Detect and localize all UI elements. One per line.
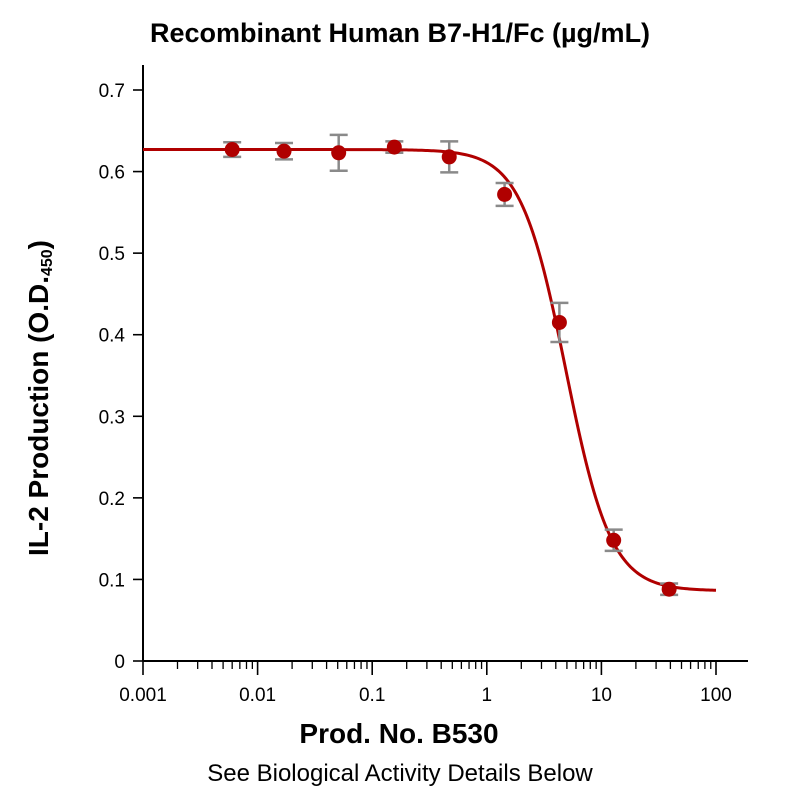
y-tick-label: 0.5: [99, 244, 125, 265]
y-tick-label: 0.6: [99, 163, 125, 184]
data-point: [661, 581, 677, 597]
x-tick-label: 0.1: [359, 685, 385, 706]
y-tick-label: 0.2: [99, 489, 125, 510]
data-point: [386, 139, 402, 155]
x-axis-label: Prod. No. B530: [299, 718, 499, 749]
data-point: [441, 149, 457, 165]
data-point: [224, 142, 240, 158]
y-tick-label: 0.7: [99, 81, 125, 102]
error-bars: [223, 133, 679, 597]
y-tick-label: 0.4: [99, 326, 126, 347]
y-tick-label: 0.1: [99, 570, 125, 591]
fit-curve: [143, 148, 717, 592]
data-point: [276, 143, 292, 159]
y-axis-ticks: 0 0.1 0.2 0.3 0.4 0.5 0.6 0.7: [99, 81, 143, 673]
x-tick-label: 0.01: [239, 685, 276, 706]
x-tick-label: 100: [700, 685, 732, 706]
data-point: [497, 186, 513, 202]
y-tick-label: 0.3: [99, 407, 125, 428]
axes: [142, 65, 748, 662]
x-tick-label: 10: [591, 685, 612, 706]
chart-title: Recombinant Human B7-H1/Fc (µg/mL): [149, 18, 651, 48]
x-axis-ticks: 0.001 0.01 0.1 1 10 100: [119, 661, 732, 706]
y-tick-label: 0: [114, 652, 125, 673]
data-point: [606, 532, 622, 548]
data-point: [551, 314, 567, 330]
x-tick-label: 0.001: [119, 685, 167, 706]
data-points: [224, 139, 677, 597]
data-point: [331, 145, 347, 161]
x-tick-label: 1: [482, 685, 493, 706]
chart-subtitle: See Biological Activity Details Below: [207, 760, 593, 787]
